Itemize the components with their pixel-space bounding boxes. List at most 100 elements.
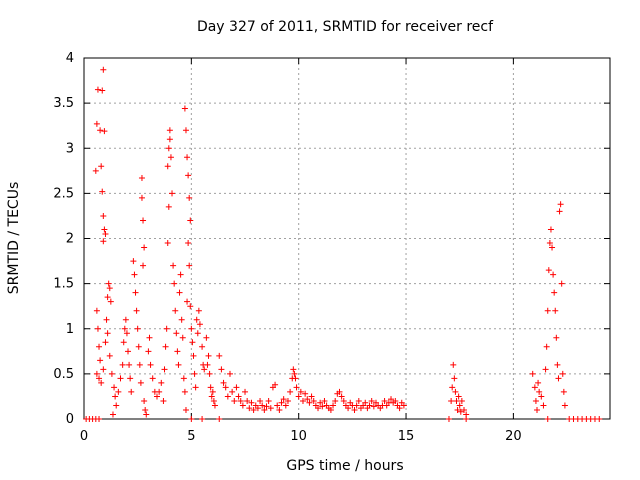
data-point <box>282 402 289 409</box>
data-point <box>216 416 223 422</box>
data-point <box>194 330 201 337</box>
data-point <box>175 361 182 368</box>
data-point <box>226 370 233 377</box>
data-point <box>104 294 111 301</box>
data-point <box>355 397 362 404</box>
data-point <box>119 361 126 368</box>
data-point <box>190 352 197 359</box>
data-point <box>204 361 211 368</box>
data-point <box>184 298 191 305</box>
data-point <box>121 325 128 332</box>
data-point <box>445 416 452 422</box>
data-point <box>99 87 106 94</box>
data-point <box>280 396 287 403</box>
data-point <box>143 411 150 418</box>
data-point <box>195 307 202 314</box>
data-point <box>128 388 135 395</box>
data-point <box>145 348 152 355</box>
data-point <box>555 375 562 382</box>
data-point <box>96 375 103 382</box>
data-point <box>543 343 550 350</box>
data-point <box>179 334 186 341</box>
data-point <box>540 402 547 409</box>
data-point <box>112 393 119 400</box>
data-point <box>534 406 541 413</box>
data-point <box>547 226 554 233</box>
data-point <box>140 217 147 224</box>
data-point <box>205 352 212 359</box>
data-point <box>107 298 114 305</box>
data-point <box>142 406 149 413</box>
data-point <box>561 402 568 409</box>
data-point <box>450 361 457 368</box>
data-point <box>529 370 536 377</box>
axis-ticks: 0 0.5 1 1.5 2 2.5 3 3.5 4 0 5 10 15 20 <box>53 51 610 444</box>
y-tick-label: 1 <box>66 322 74 337</box>
data-point <box>98 379 105 386</box>
data-point <box>218 366 225 373</box>
data-point <box>115 388 122 395</box>
data-point <box>187 217 194 224</box>
data-point <box>149 375 156 382</box>
data-point <box>295 393 302 400</box>
data-point <box>558 280 565 287</box>
data-point <box>105 280 112 287</box>
data-point <box>100 212 107 219</box>
data-point <box>133 307 140 314</box>
data-point <box>242 388 249 395</box>
data-point <box>216 352 223 359</box>
data-point <box>209 388 216 395</box>
data-point <box>137 379 144 386</box>
data-point <box>166 136 173 143</box>
data-point <box>92 167 99 174</box>
data-point <box>174 348 181 355</box>
data-point <box>100 66 107 73</box>
data-point <box>231 397 238 404</box>
data-point <box>98 163 105 170</box>
data-point <box>189 339 196 346</box>
data-point <box>246 405 253 412</box>
y-tick-label: 3.5 <box>53 96 74 111</box>
data-point <box>381 397 388 404</box>
data-point <box>164 240 171 247</box>
data-point <box>454 406 461 413</box>
data-point <box>274 402 281 409</box>
data-point <box>207 384 214 391</box>
data-point <box>93 307 100 314</box>
data-point <box>177 271 184 278</box>
data-point <box>113 402 120 409</box>
data-point <box>308 393 315 400</box>
data-point <box>188 325 195 332</box>
data-point <box>147 361 154 368</box>
data-point <box>315 405 322 412</box>
data-point <box>559 370 566 377</box>
data-point <box>111 384 118 391</box>
data-point <box>100 238 107 245</box>
data-point <box>560 388 567 395</box>
data-point <box>244 397 251 404</box>
data-point <box>297 388 304 395</box>
data-point <box>97 127 104 134</box>
data-point <box>237 397 244 404</box>
data-point <box>138 194 145 201</box>
data-point <box>185 172 192 179</box>
data-point <box>340 397 347 404</box>
data-point <box>208 393 215 400</box>
data-point <box>160 397 167 404</box>
data-point <box>292 375 299 382</box>
data-point <box>400 402 407 409</box>
data-point <box>254 405 261 412</box>
data-point <box>101 226 108 233</box>
data-point <box>550 271 557 278</box>
data-point <box>93 120 100 127</box>
y-tick-label: 2.5 <box>53 186 74 201</box>
data-point <box>458 397 465 404</box>
data-point <box>448 397 455 404</box>
data-point <box>161 366 168 373</box>
data-point <box>235 393 242 400</box>
data-point <box>327 406 334 413</box>
data-point <box>452 388 459 395</box>
data-point <box>193 316 200 323</box>
data-point <box>186 194 193 201</box>
